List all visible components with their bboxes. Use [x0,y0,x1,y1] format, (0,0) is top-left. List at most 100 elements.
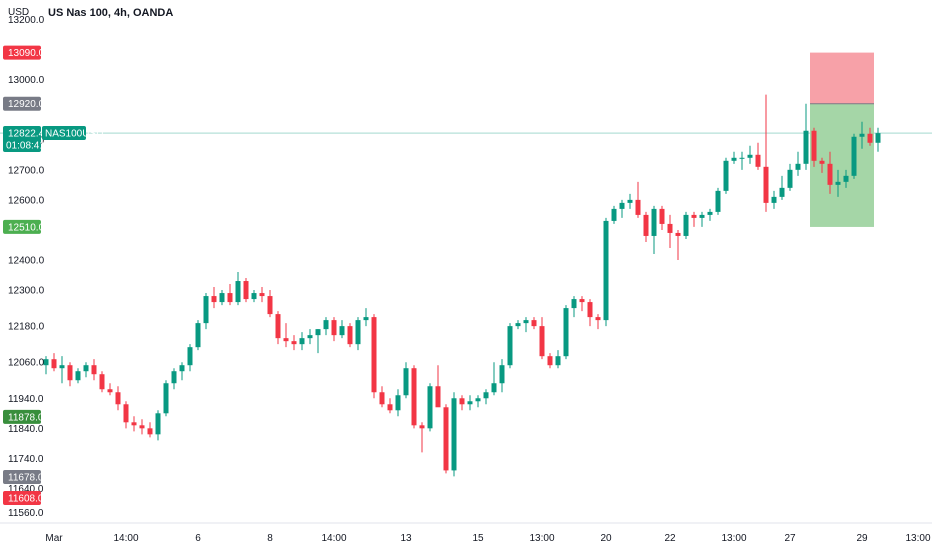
candle-body [531,320,537,327]
candle [243,278,249,303]
candle-body [523,320,529,324]
candle-body [507,326,513,366]
candle [683,211,689,239]
candle [339,320,345,339]
candle-body [819,160,825,164]
take-profit-zone [810,103,874,227]
stop-loss-zone [810,52,874,104]
candle [251,290,257,303]
candle-body [435,386,441,408]
price-tag-label: 11678.0 [8,473,44,484]
price-tag: 12510.0 [3,219,45,234]
candle [579,296,585,312]
candles-layer [43,94,881,477]
candle [99,371,105,393]
candle-body [499,365,505,384]
candle [419,422,425,453]
candle-body [675,232,681,236]
candle [635,181,641,218]
candle-body [123,404,129,423]
candle-body [779,187,785,197]
candle-body [203,296,209,324]
candle [179,362,185,381]
last-price-value: 12822.4 [8,129,45,140]
candle [107,383,113,396]
candle-body [59,365,65,369]
candle-body [491,383,497,393]
candle [731,151,737,164]
candle [443,404,449,474]
currency-label: USD [8,7,29,18]
candle [779,175,785,200]
candle-body [131,422,137,426]
candle-body [379,392,385,405]
candle [643,211,649,242]
price-tag: 11878.0 [3,409,44,424]
y-tick-label: 13000.0 [8,75,45,86]
candle-body [403,368,409,396]
candle [331,317,337,342]
x-tick-label: 22 [664,533,676,544]
price-tag-bg [3,45,41,60]
position-zone-layer [810,52,874,227]
candle-body [363,317,369,321]
candle-body [419,425,425,429]
y-tick-label: 11640.0 [8,484,44,495]
candle-body [451,398,457,471]
price-tag-bg [3,219,41,234]
candle [355,317,361,351]
candle-body [795,163,801,170]
candle [771,190,777,209]
candle [427,383,433,432]
candle-body [99,374,105,390]
candle [307,329,313,345]
candle-body [187,347,193,366]
candle-body [859,133,865,137]
candle-body [707,211,713,215]
price-tag: 11608.0 [3,491,44,506]
candle [323,317,329,336]
candle-body [851,136,857,176]
candle-body [83,365,89,372]
candle-body [139,425,145,429]
candle [163,380,169,417]
candle [315,329,321,354]
candle-body [459,398,465,405]
candle [739,151,745,170]
candle-body [51,359,57,369]
candle [219,290,225,306]
candle-body [571,299,577,309]
candle [523,317,529,333]
candle-body [347,326,353,345]
candle [347,323,353,348]
candle [195,320,201,351]
countdown-timer: 01:08:41 [6,141,45,152]
symbol-tag-bg [42,126,86,141]
x-tick-label: 8 [267,533,273,544]
candle [707,208,713,221]
candle-body [483,392,489,399]
candle-body [603,220,609,321]
candle-body [155,413,161,435]
candle [171,368,177,390]
x-tick-label: 6 [195,533,201,544]
candle-body [147,428,153,435]
candle-body [323,320,329,330]
candle [795,151,801,176]
candle [203,293,209,330]
candle-body [259,293,265,297]
candle [667,214,673,248]
candle-body [811,130,817,161]
candle [587,299,593,327]
candle-body [539,326,545,357]
candle-body [467,401,473,405]
candle [595,314,601,330]
candle [67,362,73,387]
candle-body [611,208,617,221]
y-tick-label: 12700.0 [8,165,45,176]
candle-body [195,323,201,348]
candle [435,365,441,408]
candle [563,305,569,360]
